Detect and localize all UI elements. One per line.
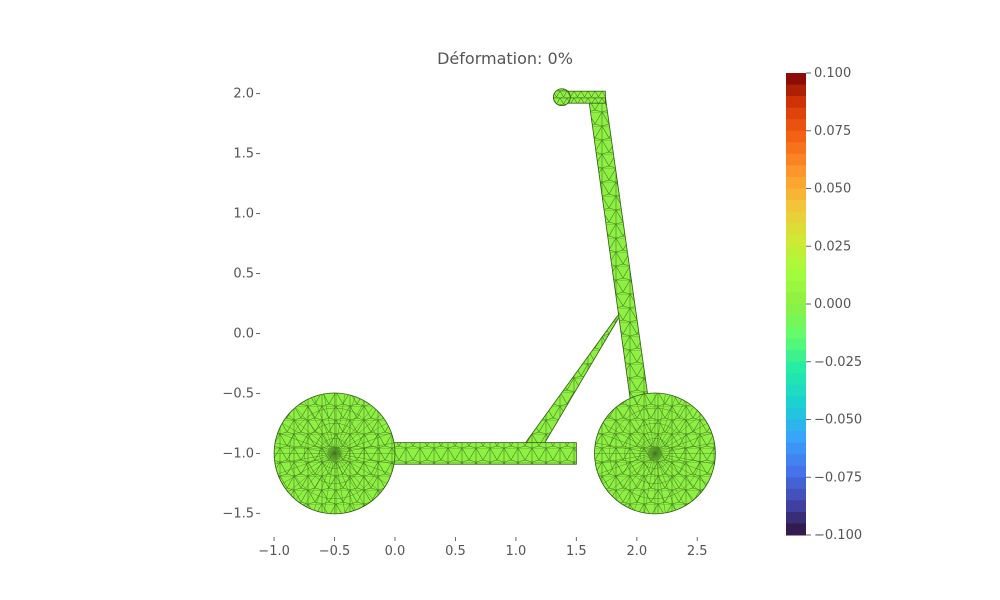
- colorbar-band: [786, 315, 806, 328]
- colorbar-tick-label: 0.025: [814, 239, 851, 254]
- grip-mesh: [552, 88, 571, 107]
- colorbar: 0.100 0.075 0.050 0.025 0.000 −0.025 −0.050 −0.…: [786, 66, 862, 543]
- colorbar-band: [786, 442, 806, 455]
- x-tick-label: 1.0: [506, 544, 527, 559]
- colorbar-band: [786, 407, 806, 420]
- colorbar-band: [786, 419, 806, 432]
- colorbar-band: [786, 257, 806, 270]
- plot-area: −1.0 −0.5 0.0 0.5 1.0 1.5 2.0 2.5 2.0 1.5 1.0 0.5 0.…: [222, 87, 716, 559]
- colorbar-band: [786, 361, 806, 374]
- colorbar-band: [786, 165, 806, 178]
- y-tick-label: −1.0: [222, 446, 254, 461]
- x-tick-label: 1.5: [566, 544, 587, 559]
- y-tick-label: 1.5: [233, 147, 254, 162]
- colorbar-band: [786, 176, 806, 189]
- colorbar-band: [786, 211, 806, 224]
- deck-mesh: [388, 442, 577, 465]
- y-tick-label: 2.0: [233, 87, 254, 102]
- colorbar-band: [786, 373, 806, 386]
- colorbar-band: [786, 223, 806, 236]
- colorbar-band: [786, 304, 806, 317]
- x-tick-label: 2.0: [626, 544, 647, 559]
- colorbar-band: [786, 200, 806, 213]
- x-tick-label: 2.5: [687, 544, 708, 559]
- y-tick-label: 0.0: [233, 326, 254, 341]
- colorbar-band: [786, 269, 806, 282]
- colorbar-band: [786, 477, 806, 490]
- y-tick-label: 0.5: [233, 267, 254, 282]
- colorbar-band: [786, 454, 806, 467]
- colorbar-tick-label: −0.075: [814, 470, 862, 485]
- colorbar-band: [786, 350, 806, 363]
- colorbar-band: [786, 84, 806, 97]
- colorbar-tick-label: 0.050: [814, 182, 851, 197]
- colorbar-band: [786, 338, 806, 351]
- x-tick-label: 0.0: [385, 544, 406, 559]
- y-tick-label: 1.0: [233, 207, 254, 222]
- front-wheel-mesh-ring: [624, 423, 686, 484]
- front-wheel-mesh-ring: [609, 407, 701, 499]
- y-tick-label: −1.5: [222, 506, 254, 521]
- x-tick-label: 0.5: [445, 544, 466, 559]
- colorbar-band: [786, 96, 806, 109]
- colorbar-band: [786, 511, 806, 524]
- colorbar-band: [786, 188, 806, 201]
- colorbar-band: [786, 500, 806, 513]
- x-tick-label: −0.5: [319, 544, 351, 559]
- front-wheel-hub: [647, 446, 663, 461]
- colorbar-band: [786, 234, 806, 247]
- colorbar-band: [786, 280, 806, 293]
- colorbar-tick-label: −0.050: [814, 413, 862, 428]
- colorbar-band: [786, 327, 806, 340]
- colorbar-band: [786, 246, 806, 259]
- colorbar-band: [786, 431, 806, 444]
- x-tick-label: −1.0: [258, 544, 290, 559]
- colorbar-tick-label: 0.075: [814, 124, 851, 139]
- y-tick-label: −0.5: [222, 386, 254, 401]
- colorbar-tick-label: −0.025: [814, 355, 862, 370]
- colorbar-band: [786, 73, 806, 86]
- colorbar-tick-label: 0.100: [814, 66, 851, 81]
- colorbar-tick-label: 0.000: [814, 297, 851, 312]
- colorbar-band: [786, 465, 806, 478]
- colorbar-band: [786, 292, 806, 305]
- rear-wheel-mesh-ring: [319, 438, 350, 469]
- colorbar-band: [786, 153, 806, 166]
- mesh-layer: [273, 88, 716, 515]
- axes-layer: −1.0 −0.5 0.0 0.5 1.0 1.5 2.0 2.5 2.0 1.5 1.0 0.5 0.…: [222, 87, 707, 559]
- chart-title: Déformation: 0%: [437, 49, 573, 68]
- colorbar-band: [786, 488, 806, 501]
- rear-wheel-mesh-ring: [304, 423, 365, 484]
- colorbar-band: [786, 384, 806, 397]
- colorbar-band: [786, 142, 806, 155]
- rear-wheel-hub: [327, 446, 342, 461]
- colorbar-band: [786, 130, 806, 143]
- colorbar-band: [786, 396, 806, 409]
- colorbar-band: [786, 119, 806, 132]
- front-wheel: [594, 392, 716, 515]
- front-wheel-mesh-ring: [639, 438, 671, 469]
- colorbar-band: [786, 523, 806, 536]
- colorbar-band: [786, 107, 806, 120]
- rear-wheel-mesh-ring: [289, 407, 381, 499]
- stem-mesh: [587, 96, 650, 404]
- colorbar-tick-label: −0.100: [814, 528, 862, 543]
- rear-wheel: [273, 392, 396, 515]
